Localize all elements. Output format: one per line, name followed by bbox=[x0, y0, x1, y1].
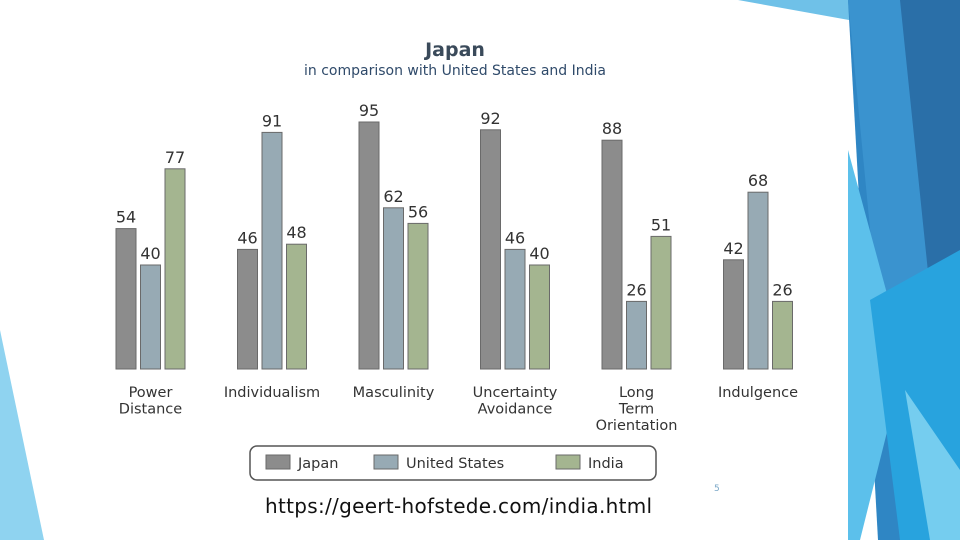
data-label: 40 bbox=[140, 244, 160, 263]
legend-frame bbox=[249, 445, 657, 481]
data-label: 26 bbox=[626, 280, 646, 299]
bar-japan-0 bbox=[115, 228, 137, 370]
data-label: 88 bbox=[602, 119, 622, 138]
chart-legend: Japan United States India bbox=[249, 445, 657, 481]
bar-india-5 bbox=[772, 300, 793, 370]
bar-united-states-5 bbox=[747, 191, 769, 370]
chart-title: Japan bbox=[423, 39, 485, 61]
category-label: Uncertainty Avoidance bbox=[473, 385, 558, 418]
bar-united-states-0 bbox=[140, 264, 161, 370]
bar-united-states-2 bbox=[383, 207, 404, 370]
bar-japan-2 bbox=[358, 121, 380, 370]
bar-india-4 bbox=[650, 235, 672, 370]
data-label: 40 bbox=[529, 244, 549, 263]
data-label: 56 bbox=[408, 202, 428, 221]
data-label: 95 bbox=[359, 101, 379, 120]
data-label: 46 bbox=[237, 228, 257, 247]
deco-left-accent bbox=[0, 330, 44, 540]
bar-india-0 bbox=[164, 168, 186, 370]
data-label: 54 bbox=[116, 208, 136, 227]
bar-united-states-3 bbox=[504, 248, 526, 370]
data-label: 62 bbox=[383, 187, 403, 206]
legend-swatch bbox=[555, 454, 581, 470]
data-label: 92 bbox=[480, 109, 500, 128]
bar-japan-1 bbox=[237, 248, 258, 370]
data-label: 68 bbox=[748, 171, 768, 190]
bar-united-states-4 bbox=[626, 300, 647, 370]
bar-japan-4 bbox=[601, 139, 623, 370]
bar-united-states-1 bbox=[261, 131, 283, 370]
bar-india-1 bbox=[286, 243, 307, 370]
legend-label: India bbox=[588, 456, 624, 472]
category-label: Long Term Orientation bbox=[596, 385, 678, 434]
chart-subtitle: in comparison with United States and Ind… bbox=[304, 63, 606, 79]
bar-india-3 bbox=[529, 264, 550, 370]
category-label: Masculinity bbox=[353, 385, 435, 401]
slide-number: 5 bbox=[714, 484, 720, 494]
bar-india-2 bbox=[407, 222, 429, 370]
category-label: Indulgence bbox=[718, 385, 798, 401]
source-url[interactable]: https://geert-hofstede.com/india.html bbox=[265, 494, 653, 518]
data-label: 26 bbox=[772, 280, 792, 299]
data-label: 51 bbox=[651, 215, 671, 234]
data-label: 42 bbox=[723, 239, 743, 258]
category-label: Power Distance bbox=[119, 385, 182, 418]
legend-label: Japan bbox=[297, 456, 338, 472]
bar-japan-5 bbox=[723, 259, 744, 370]
legend-swatch bbox=[265, 454, 291, 470]
data-label: 48 bbox=[286, 223, 306, 242]
legend-swatch bbox=[373, 454, 399, 470]
deco-shard-pale bbox=[905, 390, 960, 540]
category-label: Individualism bbox=[224, 385, 320, 401]
legend-label: United States bbox=[406, 456, 504, 472]
data-label: 77 bbox=[165, 148, 185, 167]
bar-japan-3 bbox=[480, 129, 501, 370]
data-label: 91 bbox=[262, 111, 282, 130]
category-labels: Power Distance Individualism Masculinity Unc… bbox=[119, 385, 798, 434]
data-label: 46 bbox=[505, 228, 525, 247]
